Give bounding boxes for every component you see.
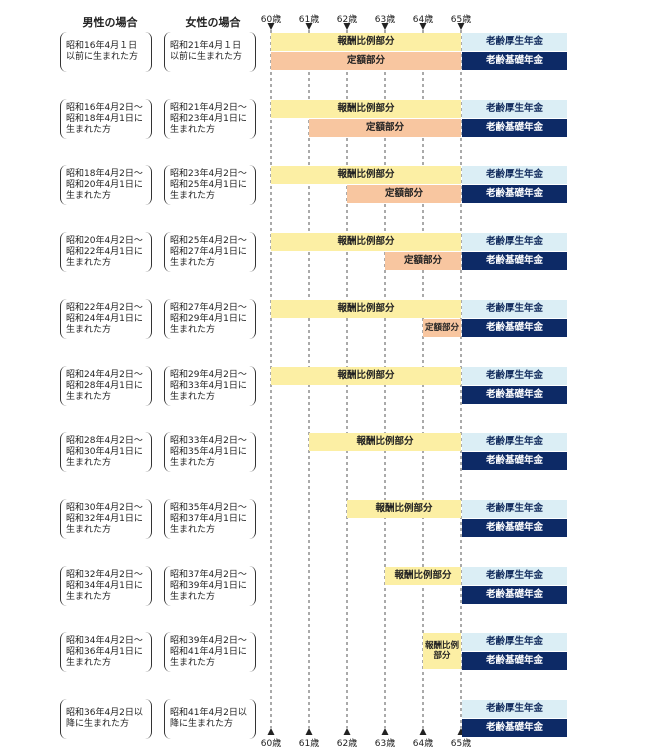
- age-label-top: 60歳: [260, 15, 282, 25]
- tick-triangle: [343, 23, 351, 30]
- kiso-box: 老齢基礎年金: [462, 52, 567, 70]
- hirei-bar: 報酬比例部分: [271, 367, 461, 385]
- female-birth-range: 昭和27年4月2日～昭和29年4月1日に生まれた方: [164, 299, 256, 339]
- hirei-bar: 報酬比例部分: [347, 500, 461, 518]
- age-label-bottom: 64歳: [412, 739, 434, 749]
- teigaku-bar: 定額部分: [271, 52, 461, 70]
- kosei-box: 老齢厚生年金: [462, 100, 567, 118]
- hirei-bar: 報酬比例部分: [385, 567, 461, 585]
- male-birth-range: 昭和16年4月2日～昭和18年4月1日に生まれた方: [60, 99, 152, 139]
- age-label-bottom: 61歳: [298, 739, 320, 749]
- kosei-box: 老齢厚生年金: [462, 33, 567, 51]
- age-label-top: 61歳: [298, 15, 320, 25]
- teigaku-bar: 定額部分: [423, 319, 461, 337]
- kiso-box: 老齢基礎年金: [462, 452, 567, 470]
- kosei-box: 老齢厚生年金: [462, 300, 567, 318]
- tick-triangle: [267, 728, 275, 735]
- tick-triangle: [267, 23, 275, 30]
- tick-triangle: [381, 23, 389, 30]
- male-birth-range: 昭和28年4月2日～昭和30年4月1日に生まれた方: [60, 432, 152, 472]
- age-label-top: 64歳: [412, 15, 434, 25]
- kosei-box: 老齢厚生年金: [462, 500, 567, 518]
- tick-triangle: [305, 728, 313, 735]
- hirei-bar: 報酬比例部分: [271, 233, 461, 251]
- female-birth-range: 昭和25年4月2日～昭和27年4月1日に生まれた方: [164, 232, 256, 272]
- male-birth-range: 昭和24年4月2日～昭和28年4月1日に生まれた方: [60, 366, 152, 406]
- male-birth-range: 昭和16年4月１日以前に生まれた方: [60, 32, 152, 72]
- hirei-bar: 報酬比例部分: [423, 633, 461, 669]
- age-label-bottom: 60歳: [260, 739, 282, 749]
- male-birth-range: 昭和32年4月2日～昭和34年4月1日に生まれた方: [60, 566, 152, 606]
- kosei-box: 老齢厚生年金: [462, 166, 567, 184]
- female-birth-range: 昭和39年4月2日～昭和41年4月1日に生まれた方: [164, 632, 256, 672]
- tick-triangle: [419, 728, 427, 735]
- female-birth-range: 昭和35年4月2日～昭和37年4月1日に生まれた方: [164, 499, 256, 539]
- kiso-box: 老齢基礎年金: [462, 586, 567, 604]
- kosei-box: 老齢厚生年金: [462, 367, 567, 385]
- tick-triangle: [305, 23, 313, 30]
- kiso-box: 老齢基礎年金: [462, 519, 567, 537]
- male-birth-range: 昭和34年4月2日～昭和36年4月1日に生まれた方: [60, 632, 152, 672]
- hirei-bar: 報酬比例部分: [271, 100, 461, 118]
- tick-triangle: [457, 23, 465, 30]
- female-birth-range: 昭和23年4月2日～昭和25年4月1日に生まれた方: [164, 165, 256, 205]
- kosei-box: 老齢厚生年金: [462, 233, 567, 251]
- tick-triangle: [343, 728, 351, 735]
- teigaku-bar: 定額部分: [347, 185, 461, 203]
- age-label-top: 63歳: [374, 15, 396, 25]
- kosei-box: 老齢厚生年金: [462, 433, 567, 451]
- female-birth-range: 昭和33年4月2日～昭和35年4月1日に生まれた方: [164, 432, 256, 472]
- age-label-bottom: 65歳: [450, 739, 472, 749]
- kosei-box: 老齢厚生年金: [462, 700, 567, 718]
- male-birth-range: 昭和22年4月2日～昭和24年4月1日に生まれた方: [60, 299, 152, 339]
- male-birth-range: 昭和36年4月2日以降に生まれた方: [60, 699, 152, 739]
- hirei-bar: 報酬比例部分: [309, 433, 461, 451]
- hirei-bar: 報酬比例部分: [271, 166, 461, 184]
- hirei-bar: 報酬比例部分: [271, 33, 461, 51]
- kiso-box: 老齢基礎年金: [462, 719, 567, 737]
- kiso-box: 老齢基礎年金: [462, 185, 567, 203]
- tick-triangle: [381, 728, 389, 735]
- kosei-box: 老齢厚生年金: [462, 567, 567, 585]
- female-header: 女性の場合: [185, 16, 241, 29]
- kiso-box: 老齢基礎年金: [462, 652, 567, 670]
- female-birth-range: 昭和21年4月2日～昭和23年4月1日に生まれた方: [164, 99, 256, 139]
- teigaku-bar: 定額部分: [309, 119, 461, 137]
- kiso-box: 老齢基礎年金: [462, 252, 567, 270]
- age-label-top: 62歳: [336, 15, 358, 25]
- male-birth-range: 昭和20年4月2日～昭和22年4月1日に生まれた方: [60, 232, 152, 272]
- female-birth-range: 昭和41年4月2日以降に生まれた方: [164, 699, 256, 739]
- female-birth-range: 昭和29年4月2日～昭和33年4月1日に生まれた方: [164, 366, 256, 406]
- kiso-box: 老齢基礎年金: [462, 319, 567, 337]
- male-birth-range: 昭和30年4月2日～昭和32年4月1日に生まれた方: [60, 499, 152, 539]
- male-birth-range: 昭和18年4月2日～昭和20年4月1日に生まれた方: [60, 165, 152, 205]
- female-birth-range: 昭和37年4月2日～昭和39年4月1日に生まれた方: [164, 566, 256, 606]
- kosei-box: 老齢厚生年金: [462, 633, 567, 651]
- teigaku-bar: 定額部分: [385, 252, 461, 270]
- age-label-bottom: 62歳: [336, 739, 358, 749]
- age-label-top: 65歳: [450, 15, 472, 25]
- kiso-box: 老齢基礎年金: [462, 386, 567, 404]
- female-birth-range: 昭和21年4月１日以前に生まれた方: [164, 32, 256, 72]
- age-label-bottom: 63歳: [374, 739, 396, 749]
- male-header: 男性の場合: [82, 16, 138, 29]
- kiso-box: 老齢基礎年金: [462, 119, 567, 137]
- hirei-bar: 報酬比例部分: [271, 300, 461, 318]
- tick-triangle: [419, 23, 427, 30]
